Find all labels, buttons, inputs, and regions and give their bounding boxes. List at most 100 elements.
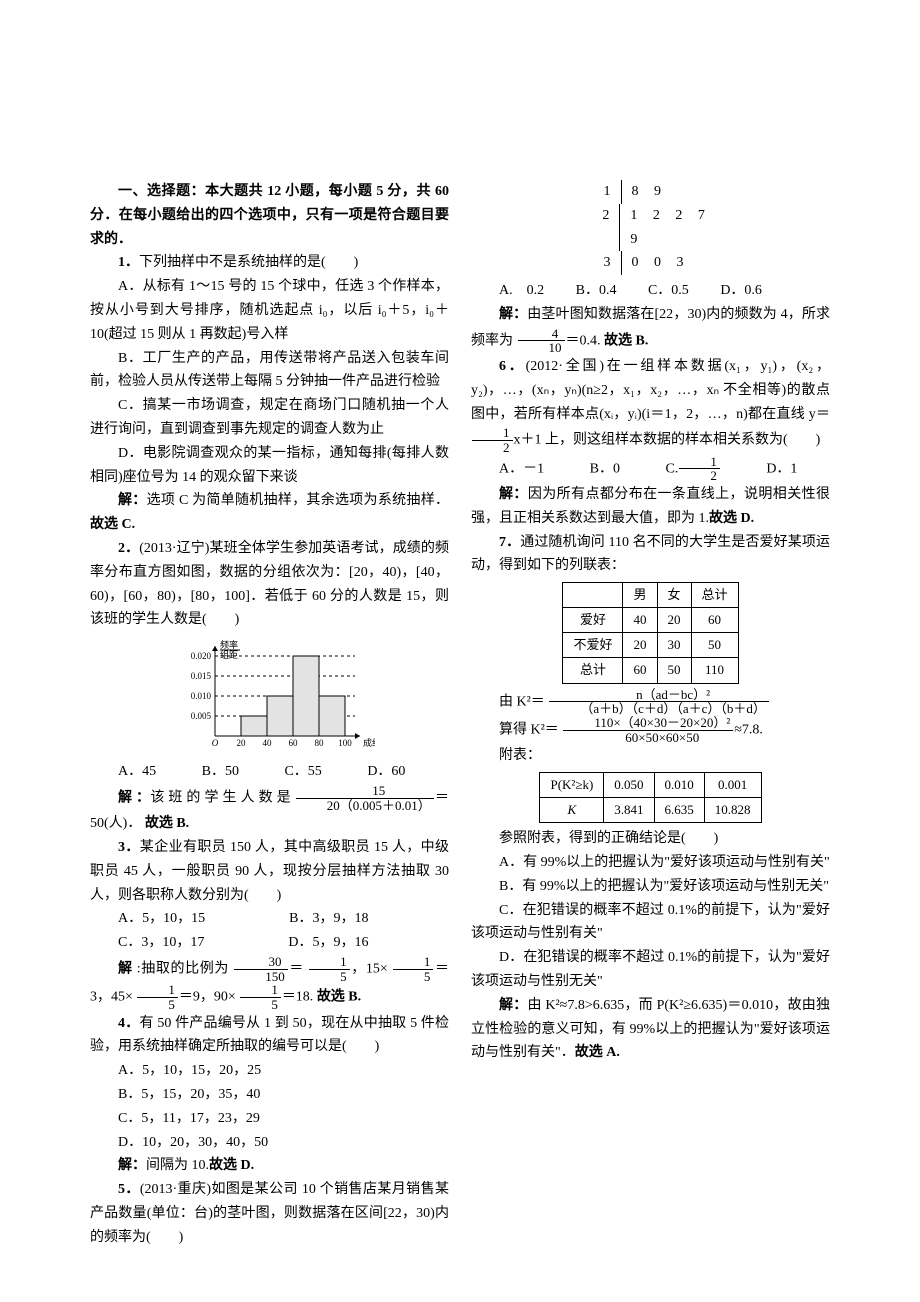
q7-formula2: 算得 K²＝ 110×（40×30－20×20）²60×50×60×50≈7.8… bbox=[471, 716, 830, 744]
n: 1 bbox=[393, 955, 434, 969]
d: 2 bbox=[472, 440, 513, 455]
t: ，15× bbox=[351, 961, 388, 976]
q4-stem: 4．有 50 件产品编号从 1 到 50，现在从中抽取 5 件检验，用系统抽样确… bbox=[90, 1012, 449, 1060]
q5-sol: 解：由茎叶图知数据落在[22，30)内的频数为 4，所求频率为 410＝0.4.… bbox=[471, 303, 830, 355]
q1-stem-text: 下列抽样中不是系统抽样的是( ) bbox=[139, 255, 358, 270]
cell bbox=[563, 583, 623, 608]
frac-den: 20（0.005＋0.01） bbox=[296, 798, 434, 813]
svg-text:20: 20 bbox=[236, 738, 246, 748]
sol-label: 解： bbox=[499, 307, 527, 322]
q6-A: A．－1 bbox=[499, 461, 544, 476]
cell: 爱好 bbox=[563, 608, 623, 633]
q7-B: B．有 99%以上的把握认为"爱好该项运动与性别无关" bbox=[471, 875, 830, 899]
t: 算得 K²＝ bbox=[499, 722, 559, 737]
q4-sol-text: 间隔为 10. bbox=[146, 1158, 209, 1173]
q3-ans: 故选 B. bbox=[317, 990, 361, 1005]
table-row: P(K²≥k)0.0500.0100.001 bbox=[540, 772, 761, 797]
svg-text:O: O bbox=[211, 738, 218, 748]
q3-optsCD: C．3，10，17 D．5，9，16 bbox=[90, 931, 449, 955]
frac: 110×（40×30－20×20）²60×50×60×50 bbox=[563, 716, 733, 744]
q5-stem-text: (2013·重庆)如图是某公司 10 个销售店某月销售某产品数量(单位：台)的茎… bbox=[90, 1182, 449, 1245]
q6-B: B．0 bbox=[590, 461, 620, 476]
q7-attach: 附表： bbox=[471, 744, 830, 768]
q6-D: D．1 bbox=[766, 461, 797, 476]
q4-C: C．5，11，17，23，29 bbox=[90, 1107, 449, 1131]
cell: 60 bbox=[623, 658, 657, 683]
sol-label: 解： bbox=[499, 998, 527, 1013]
q6-sol: 解：因为所有点都分布在一条直线上，说明相关性很强，且正相关系数达到最大值，即为 … bbox=[471, 483, 830, 531]
d: 2 bbox=[679, 468, 720, 483]
q3-t1: :抽取的比例为 bbox=[137, 961, 229, 976]
q3-A: A．5，10，15 bbox=[118, 911, 205, 926]
q2-C: C．55 bbox=[284, 764, 321, 779]
q3-C: C．3，10，17 bbox=[118, 935, 204, 950]
cell: 110 bbox=[691, 658, 738, 683]
cell: 3.841 bbox=[604, 798, 654, 823]
cell: 40 bbox=[623, 608, 657, 633]
svg-text:0.020: 0.020 bbox=[190, 651, 211, 661]
stemleaf-row: 21 2 2 7 9 bbox=[571, 204, 731, 252]
d: （a＋b）（c＋d）（a＋c）（b＋d） bbox=[549, 701, 769, 716]
cell: 女 bbox=[657, 583, 691, 608]
q4-D: D．10，20，30，40，50 bbox=[90, 1131, 449, 1155]
q7-table1: 男女总计 爱好402060 不爱好203050 总计6050110 bbox=[562, 582, 738, 683]
cell: 50 bbox=[691, 633, 738, 658]
q2-sol-t1: 该 班 的 学 生 人 数 是 bbox=[150, 790, 294, 805]
frac: 410 bbox=[518, 327, 565, 355]
cell: 20 bbox=[623, 633, 657, 658]
n: n（ad－bc）² bbox=[549, 688, 769, 702]
frac-num: 15 bbox=[296, 784, 434, 798]
cell: 总计 bbox=[563, 658, 623, 683]
n: 1 bbox=[472, 426, 513, 440]
sol-label: 解 bbox=[118, 961, 137, 976]
q3-sol: 解 :抽取的比例为 30150＝ 15，15× 15＝3，45× 15＝9，90… bbox=[90, 955, 449, 1012]
cell: P(K²≥k) bbox=[540, 772, 604, 797]
q5-ans: 故选 B. bbox=[604, 333, 648, 348]
frac: 12 bbox=[679, 455, 720, 483]
cell: 50 bbox=[657, 658, 691, 683]
q2-stem-text: (2013·辽宁)某班全体学生参加英语考试，成绩的频率分布直方图如图，数据的分组… bbox=[90, 541, 449, 627]
cell: 60 bbox=[691, 608, 738, 633]
q1-optD: D．电影院调查观众的某一指标，通知每排(每排人数相同)座位号为 14 的观众留下… bbox=[90, 442, 449, 490]
q2-B: B．50 bbox=[202, 764, 239, 779]
table-row: 爱好402060 bbox=[563, 608, 738, 633]
q6-stem: 6．(2012·全国)在一组样本数据(x₁，y₁)，(x₂，y₂)，…，(xₙ，… bbox=[471, 355, 830, 455]
cell: 男 bbox=[623, 583, 657, 608]
sol-label: 解 ： bbox=[118, 790, 150, 805]
q2-D: D．60 bbox=[367, 764, 405, 779]
q1-sol-text: 选项 C 为简单随机抽样，其余选项为系统抽样． bbox=[147, 493, 449, 508]
q3-optsAB: A．5，10，15 B．3，9，18 bbox=[90, 907, 449, 931]
d: 150 bbox=[234, 969, 288, 984]
svg-text:成绩/分: 成绩/分 bbox=[363, 737, 375, 748]
cell: 10.828 bbox=[704, 798, 761, 823]
frac: 30150 bbox=[234, 955, 288, 983]
q5-stem: 5．(2013·重庆)如图是某公司 10 个销售店某月销售某产品数量(单位：台)… bbox=[90, 1178, 449, 1249]
q5-opts: A. 0.2 B．0.4 C．0.5 D．0.6 bbox=[471, 279, 830, 303]
svg-text:0.015: 0.015 bbox=[190, 671, 211, 681]
table-row: 不爱好203050 bbox=[563, 633, 738, 658]
n: 30 bbox=[234, 955, 288, 969]
q1-optB: B．工厂生产的产品，用传送带将产品送入包装车间前，检验人员从传送带上每隔 5 分… bbox=[90, 347, 449, 395]
stem: 3 bbox=[571, 251, 622, 275]
q7-sol: 解：由 K²≈7.8>6.635，而 P(K²≥6.635)＝0.010，故由独… bbox=[471, 994, 830, 1065]
q6-opts: A．－1 B．0 C.12 D．1 bbox=[471, 455, 830, 483]
svg-text:频率: 频率 bbox=[220, 639, 238, 650]
q2-opts: A．45 B．50 C．55 D．60 bbox=[90, 760, 449, 784]
q4-num: 4． bbox=[118, 1016, 139, 1031]
d: 10 bbox=[518, 340, 565, 355]
q2-num: 2． bbox=[118, 541, 139, 556]
q2-A: A．45 bbox=[118, 764, 156, 779]
q4-stem-text: 有 50 件产品编号从 1 到 50，现在从中抽取 5 件检验，用系统抽样确定所… bbox=[90, 1016, 449, 1055]
sol-label: 解： bbox=[118, 493, 147, 508]
frac: 15 bbox=[240, 983, 281, 1011]
cell: 20 bbox=[657, 608, 691, 633]
d: 5 bbox=[309, 969, 350, 984]
q3-B: B．3，9，18 bbox=[289, 911, 368, 926]
n: 1 bbox=[137, 983, 178, 997]
t: ＝0.4. bbox=[566, 333, 601, 348]
cell: 总计 bbox=[691, 583, 738, 608]
q2-frac: 1520（0.005＋0.01） bbox=[296, 784, 434, 812]
t: ＝9，90× bbox=[179, 990, 236, 1005]
q2-ans: 故选 B. bbox=[145, 816, 189, 831]
stemleaf-row: 30 0 3 bbox=[571, 251, 731, 275]
